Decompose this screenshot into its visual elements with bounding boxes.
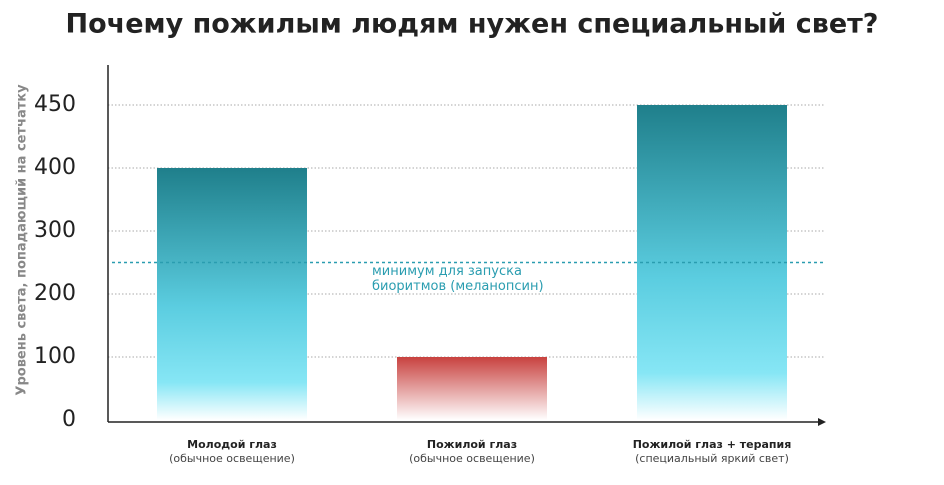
y-axis-label: Уровень света, попадающий на сетчатку [15,84,30,396]
threshold-label: биоритмов (меланопсин) [372,279,544,294]
y-tick-label: 200 [34,281,76,306]
x-tick-note: (обычное освещение) [409,452,535,465]
chart-title: Почему пожилым людям нужен специальный с… [66,9,879,40]
y-tick-label: 400 [34,155,76,180]
x-tick-label: Пожилой глаз + терапия [633,438,792,451]
threshold-label: минимум для запуска [372,264,522,279]
y-tick-label: 100 [34,344,76,369]
y-tick-label: 300 [34,218,76,243]
x-axis-arrow [818,418,826,426]
bar [397,357,547,420]
x-tick-note: (обычное освещение) [169,452,295,465]
x-tick-note: (специальный яркий свет) [635,452,789,465]
y-tick-label: 0 [62,407,76,432]
y-tick-label: 450 [34,92,76,117]
x-tick-label: Молодой глаз [187,438,277,451]
bar [157,168,307,420]
x-tick-label: Пожилой глаз [427,438,517,451]
